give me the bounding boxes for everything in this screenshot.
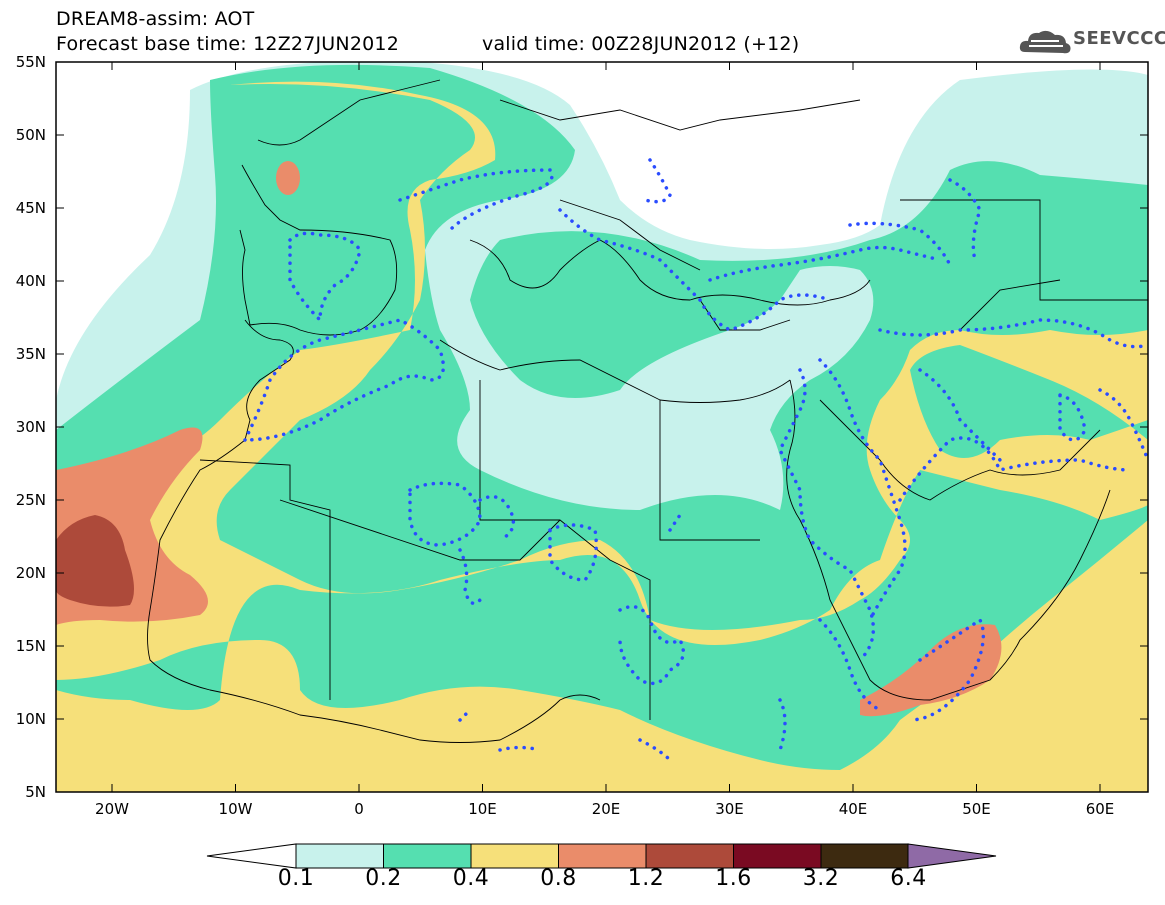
valid-time: valid time: 00Z28JUN2012 (+12) <box>482 33 800 55</box>
lat-label: 20N <box>15 564 46 582</box>
coastlines-and-borders <box>147 79 1148 743</box>
lon-label: 20W <box>95 800 129 818</box>
lat-label: 25N <box>15 491 46 509</box>
colorbar <box>206 843 997 869</box>
lat-label: 50N <box>15 126 46 144</box>
colorbar-cell <box>295 843 384 869</box>
logo-text: SEEVCCC <box>1073 28 1165 49</box>
colorbar-level-label: 0.8 <box>540 866 577 891</box>
colorbar-level-label: 3.2 <box>802 866 840 891</box>
colorbar-cell <box>820 843 909 869</box>
lon-label: 20E <box>591 800 621 818</box>
lat-label: 15N <box>15 637 46 655</box>
colorbar-cell <box>470 843 559 869</box>
forecast-base-time: Forecast base time: 12Z27JUN2012 <box>56 33 399 55</box>
lon-label: 0 <box>354 800 364 818</box>
lon-label: 10W <box>218 800 253 818</box>
lat-label: 5N <box>25 783 46 801</box>
lat-label: 10N <box>15 710 46 728</box>
lon-label: 50E <box>962 800 991 818</box>
colorbar-level-label: 1.6 <box>715 866 752 891</box>
colorbar-level-label: 1.2 <box>627 866 665 891</box>
colorbar-low-arrow <box>206 843 297 869</box>
dotted-contours <box>243 158 1148 762</box>
seevccc-cloud-logo-icon <box>1019 30 1071 54</box>
lat-label: 40N <box>15 272 46 290</box>
axis-ticks <box>56 61 1148 793</box>
lon-label: 60E <box>1085 800 1115 818</box>
colorbar-cell <box>733 843 822 869</box>
lon-label: 10E <box>468 800 497 818</box>
lon-label: 40E <box>838 800 868 818</box>
lat-label: 30N <box>15 418 46 436</box>
aot-layer-1.2 <box>56 515 134 607</box>
colorbar-cell <box>558 843 647 869</box>
colorbar-high-arrow <box>907 843 997 869</box>
colorbar-cell <box>645 843 734 869</box>
colorbar-cell <box>383 843 472 869</box>
colorbar-level-label: 0.1 <box>277 866 315 891</box>
lon-label: 30E <box>715 800 744 818</box>
colorbar-level-label: 0.2 <box>365 866 402 891</box>
lat-label: 55N <box>15 53 46 71</box>
lat-label: 45N <box>15 199 46 217</box>
map-title: DREAM8-assim: AOT <box>56 8 255 30</box>
colorbar-level-label: 6.4 <box>890 866 927 891</box>
colorbar-level-label: 0.4 <box>452 866 490 891</box>
lat-label: 35N <box>15 345 46 363</box>
